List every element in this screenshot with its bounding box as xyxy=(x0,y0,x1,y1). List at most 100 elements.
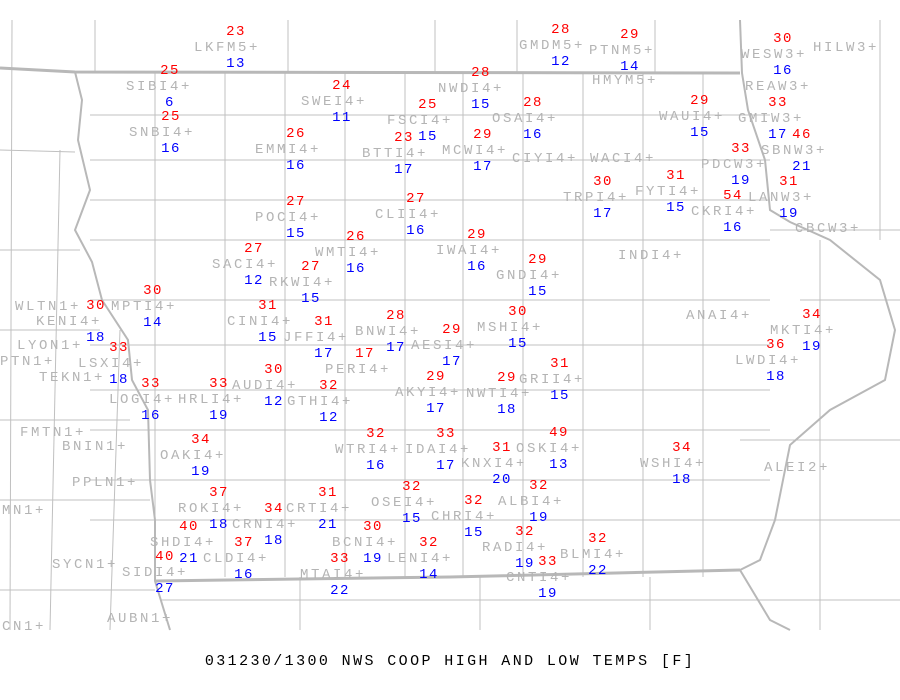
high-temp: 33 xyxy=(330,551,350,567)
station-radi4: RADI4+32 19 xyxy=(482,524,548,572)
station-wmti4: WMTI4+26 16 xyxy=(315,229,378,277)
station-reaw3: REAW3+ xyxy=(745,79,808,95)
high-temp: 34 xyxy=(264,501,284,517)
station-id: TRPI4+ xyxy=(563,190,629,206)
low-temp: 15 xyxy=(528,284,548,300)
station-sidi4: SIDI4+40 27 xyxy=(122,549,185,597)
station-id: PTN1+ xyxy=(0,354,55,370)
station-id: PTNM5+ xyxy=(589,43,655,59)
high-temp: 30 xyxy=(593,174,613,190)
low-temp: 22 xyxy=(330,583,350,599)
station-id: CBCW3+ xyxy=(795,221,861,237)
station-id: OSAI4+ xyxy=(492,111,558,127)
station-clii4: CLII4+27 16 xyxy=(375,191,438,239)
low-temp: 16 xyxy=(286,158,306,174)
station-peri4: PERI4+17 xyxy=(325,346,391,378)
station-id: CRNI4+ xyxy=(232,517,298,533)
station-poci4: POCI4+27 15 xyxy=(255,194,318,242)
station-cini4: CINI4+31 15 xyxy=(227,298,290,346)
station-audi4: AUDI4+30 12 xyxy=(232,362,295,410)
low-temp: 17 xyxy=(473,159,493,175)
high-temp: 31 xyxy=(258,298,278,314)
station-btti4: BTTI4+23 17 xyxy=(362,130,425,178)
station-id: GNDI4+ xyxy=(496,268,562,284)
low-temp: 11 xyxy=(332,110,352,126)
station-saci4: SACI4+27 12 xyxy=(212,241,275,289)
station-gmdm5: GMDM5+28 12 xyxy=(519,22,585,70)
station-idai4: IDAI4+33 17 xyxy=(405,426,468,474)
high-temp: 32 xyxy=(366,426,386,442)
station-sbnw3: SBNW3+46 21 xyxy=(761,127,827,175)
station-id: CKRI4+ xyxy=(691,204,757,220)
station-jffi4: JFFI4+31 17 xyxy=(283,314,346,362)
station-akyi4: AKYI4+29 17 xyxy=(395,369,458,417)
high-temp: 23 xyxy=(226,24,246,40)
station-crti4: CRTI4+31 21 xyxy=(286,485,352,533)
station-id: LANW3+ xyxy=(748,190,814,206)
high-temp: 28 xyxy=(386,308,406,324)
high-temp: 33 xyxy=(141,376,161,392)
station-id: OAKI4+ xyxy=(160,448,226,464)
station-id: RADI4+ xyxy=(482,540,548,556)
low-temp: 18 xyxy=(109,372,129,388)
high-temp: 32 xyxy=(319,378,339,394)
station-id: SBNW3+ xyxy=(761,143,827,159)
high-temp: 30 xyxy=(264,362,284,378)
station-crni4: CRNI4+34 18 xyxy=(232,501,298,549)
low-temp: 13 xyxy=(226,56,246,72)
high-temp: 54 xyxy=(723,188,743,204)
low-temp: 14 xyxy=(143,315,163,331)
station-id: GMDM5+ xyxy=(519,38,585,54)
station-hrli4: HRLI4+33 19 xyxy=(178,376,241,424)
station-chri4: CHRI4+32 15 xyxy=(431,493,494,541)
low-temp: 15 xyxy=(471,97,491,113)
station-id: CRTI4+ xyxy=(286,501,352,517)
station-cbcw3: CBCW3+ xyxy=(795,221,861,237)
station-lwdi4: LWDI4+36 18 xyxy=(735,337,798,385)
station-id: MPTI4+ xyxy=(111,299,177,315)
high-temp: 30 xyxy=(86,298,106,314)
station-id: NWTI4+ xyxy=(466,386,532,402)
high-temp: 23 xyxy=(394,130,414,146)
high-temp: 33 xyxy=(768,95,788,111)
station-id: MKTI4+ xyxy=(770,323,836,339)
low-temp: 16 xyxy=(523,127,543,143)
station-id: CLDI4+ xyxy=(203,551,269,567)
station-id: BNIN1+ xyxy=(62,439,128,455)
low-temp: 16 xyxy=(773,63,793,79)
station-hilw3: HILW3+ xyxy=(813,40,876,56)
low-temp: 19 xyxy=(529,510,549,526)
station-id: PERI4+ xyxy=(325,362,391,378)
high-temp: 32 xyxy=(464,493,484,509)
station-blmi4: BLMI4+32 22 xyxy=(560,531,623,579)
low-temp: 19 xyxy=(731,173,751,189)
station-osai4: OSAI4+28 16 xyxy=(492,95,558,143)
station-id: IWAI4+ xyxy=(436,243,502,259)
station-id: LOGI4+ xyxy=(109,392,175,408)
station-ciyi4: CIYI4+ xyxy=(512,151,575,167)
station-wltn1: WLTN1+ xyxy=(15,299,78,315)
low-temp: 18 xyxy=(672,472,692,488)
high-temp: 28 xyxy=(551,22,571,38)
station-lanw3: LANW3+31 19 xyxy=(748,174,814,222)
low-temp: 16 xyxy=(406,223,426,239)
station-mtai4: MTAI4+33 22 xyxy=(300,551,363,599)
high-temp: 34 xyxy=(672,440,692,456)
high-temp: 33 xyxy=(436,426,456,442)
station-id: MSHI4+ xyxy=(477,320,543,336)
station-id: AUBN1+ xyxy=(107,611,173,627)
station-roki4: ROKI4+37 18 xyxy=(178,485,241,533)
low-temp: 17 xyxy=(426,401,446,417)
station-id: FYTI4+ xyxy=(635,184,701,200)
high-temp: 29 xyxy=(442,322,462,338)
station-bnin1: BNIN1+ xyxy=(62,439,128,455)
station-id: WTRI4+ xyxy=(335,442,401,458)
station-sibi4: SIBI4+25 6 xyxy=(126,63,189,111)
low-temp: 27 xyxy=(155,581,175,597)
station-id: SHDI4+ xyxy=(150,535,216,551)
low-temp: 19 xyxy=(802,339,822,355)
station-id: FSCI4+ xyxy=(387,113,453,129)
station-anai4: ANAI4+ xyxy=(686,308,749,324)
